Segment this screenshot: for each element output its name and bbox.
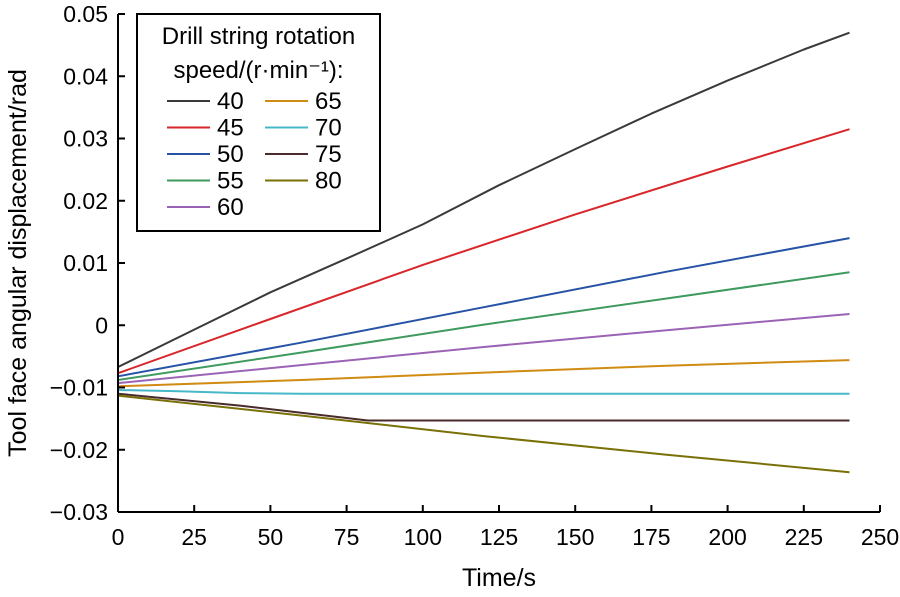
legend-box	[136, 13, 381, 232]
x-tick-label: 175	[632, 524, 670, 550]
legend-label-60: 60	[217, 194, 244, 221]
y-tick-label: 0.02	[63, 188, 108, 214]
legend-label-40: 40	[217, 88, 244, 115]
series-line-55	[117, 271, 850, 381]
series-line-70	[117, 389, 850, 395]
y-tick-label: 0.05	[63, 1, 108, 27]
series-line-45	[117, 128, 850, 375]
y-tick-label: 0.01	[63, 250, 108, 276]
legend-title-line2: speed/(r·min⁻¹):	[173, 57, 343, 84]
y-axis-title: Tool face angular displacement/rad	[4, 69, 32, 457]
legend-label-70: 70	[315, 115, 342, 142]
y-tick-label: 0	[95, 312, 108, 338]
y-tick-label: 0.04	[63, 63, 108, 89]
y-tick-label: 0.03	[63, 126, 108, 152]
series-line-40	[117, 31, 850, 368]
legend-title-line1: Drill string rotation	[162, 23, 355, 50]
x-tick-label: 50	[258, 524, 284, 550]
legend-label-65: 65	[315, 88, 342, 115]
x-tick-label: 250	[861, 524, 899, 550]
series-line-50	[117, 237, 850, 378]
x-tick-label: 25	[181, 524, 207, 550]
legend-label-50: 50	[217, 141, 244, 168]
x-tick-label: 100	[404, 524, 442, 550]
x-tick-label: 225	[785, 524, 823, 550]
x-tick-label: 0	[112, 524, 125, 550]
legend-label-75: 75	[315, 141, 342, 168]
x-tick-label: 125	[480, 524, 518, 550]
legend-label-45: 45	[217, 115, 244, 142]
legend: Drill string rotation speed/(r·min⁻¹): 4…	[136, 13, 381, 232]
x-tick-label: 150	[556, 524, 594, 550]
x-tick-label: 200	[708, 524, 746, 550]
series-line-80	[117, 394, 850, 474]
series-line-65	[117, 359, 850, 388]
legend-label-80: 80	[315, 168, 342, 195]
x-axis-title: Time/s	[462, 564, 536, 592]
x-tick-label: 75	[334, 524, 360, 550]
y-tick-label: −0.02	[50, 437, 108, 463]
y-tick-label: −0.03	[50, 499, 108, 525]
y-tick-label: −0.01	[50, 375, 108, 401]
series-line-75	[117, 392, 850, 422]
legend-label-55: 55	[217, 168, 244, 195]
plot-area	[117, 31, 850, 474]
axes: 0 25 50 75 100 125 150 175 200 225 250 −0.03 −0.02 −0…	[50, 1, 899, 550]
series-line-60	[117, 313, 850, 385]
